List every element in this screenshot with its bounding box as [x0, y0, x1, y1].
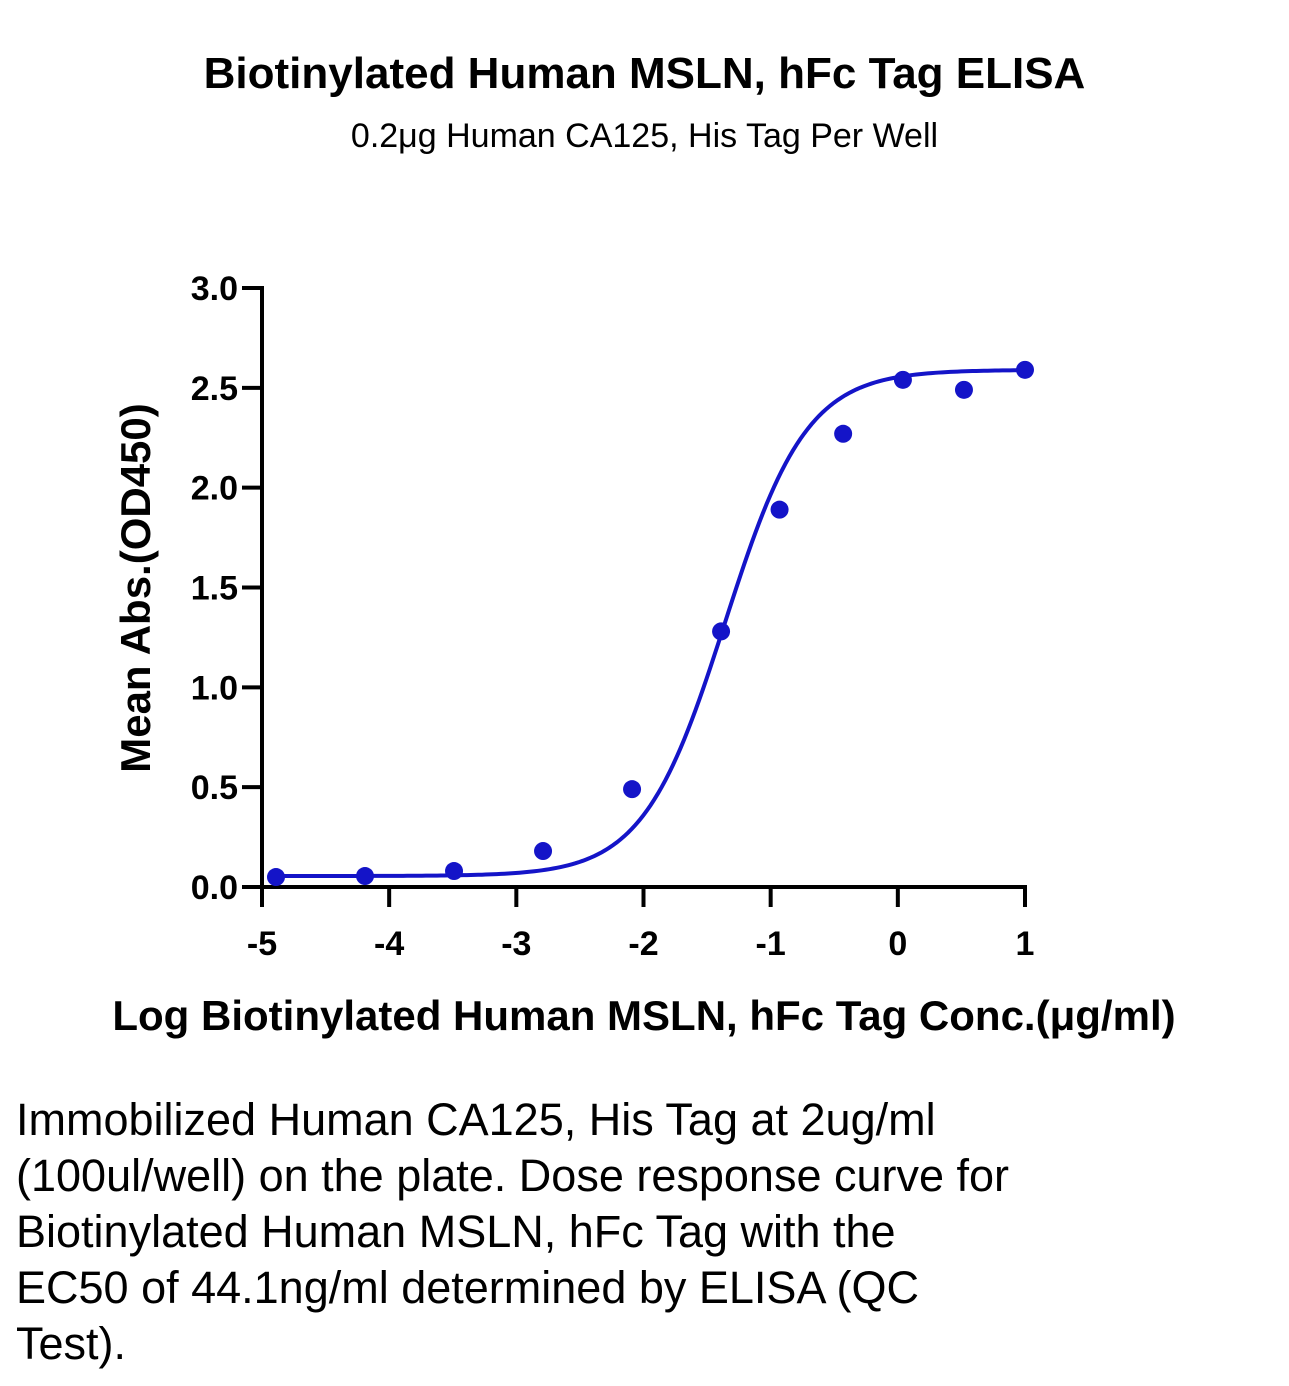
data-point: [445, 862, 464, 881]
data-point: [534, 842, 553, 861]
data-point: [266, 868, 285, 887]
x-tick-label: -3: [501, 925, 531, 963]
y-tick-label: 2.5: [191, 370, 238, 408]
x-tick-label: -5: [247, 925, 277, 963]
x-tick-label: 0: [888, 925, 907, 963]
figure-caption: Immobilized Human CA125, His Tag at 2ug/…: [16, 1094, 1010, 1369]
y-tick-label: 1.0: [191, 669, 238, 707]
data-point: [893, 370, 912, 389]
data-point: [834, 424, 853, 443]
y-tick-label: 3.0: [191, 270, 238, 308]
data-points-layer: [266, 360, 1034, 887]
elisa-chart: 0.0 0.5 1.0 1.5 2.0 2.5 3.0 -5 -4 -3 -2 -1 0 1 Log Bi…: [112, 270, 1176, 1039]
fit-curve: [275, 368, 1026, 879]
x-tick-label: 1: [1016, 925, 1035, 963]
y-tick-label: 0.5: [191, 769, 238, 807]
x-axis-title: Log Biotinylated Human MSLN, hFc Tag Con…: [112, 992, 1175, 1039]
data-point: [770, 500, 789, 519]
x-tick-label: -4: [374, 925, 404, 963]
y-axis-title: Mean Abs.(OD450): [112, 403, 159, 773]
x-tick-label: -1: [756, 925, 786, 963]
chart-title: Biotinylated Human MSLN, hFc Tag ELISA: [203, 49, 1086, 98]
data-point: [356, 867, 375, 886]
y-tick-label: 0.0: [191, 869, 238, 907]
fit-curve-layer: [275, 368, 1026, 879]
y-tick-label: 1.5: [191, 570, 238, 608]
x-tick-label: -2: [628, 925, 658, 963]
y-tick-label: 2.0: [191, 470, 238, 508]
data-point: [712, 622, 731, 641]
data-point: [1016, 360, 1034, 379]
data-point: [623, 780, 642, 799]
chart-subtitle: 0.2μg Human CA125, His Tag Per Well: [350, 117, 939, 155]
data-point: [954, 380, 973, 399]
axes: 0.0 0.5 1.0 1.5 2.0 2.5 3.0 -5 -4 -3 -2 -1 0 1: [191, 270, 1035, 963]
